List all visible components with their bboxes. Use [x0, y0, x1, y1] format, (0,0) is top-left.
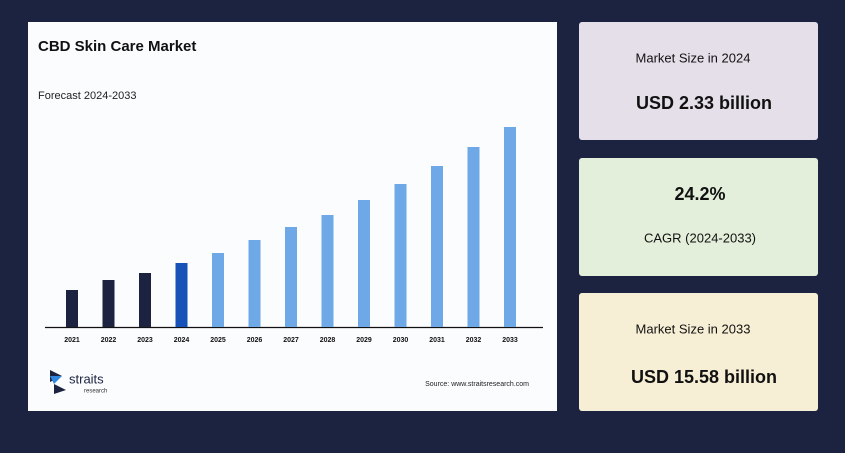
- x-tick-label: 2023: [137, 337, 153, 344]
- card: [579, 158, 818, 276]
- x-tick-label: 2029: [356, 337, 372, 344]
- logo-name: straits: [69, 371, 104, 386]
- bar: [431, 166, 443, 327]
- chart-subtitle: Forecast 2024-2033: [38, 90, 136, 102]
- x-tick-label: 2033: [502, 337, 518, 344]
- x-tick-label: 2032: [466, 337, 482, 344]
- card-label: CAGR (2024-2033): [644, 230, 756, 245]
- bar: [394, 184, 407, 327]
- bar: [285, 227, 297, 327]
- x-tick-label: 2027: [283, 337, 299, 344]
- card-label: Market Size in 2033: [636, 321, 751, 336]
- x-tick-label: 2028: [320, 337, 336, 344]
- x-tick-label: 2026: [247, 337, 263, 344]
- bar: [467, 147, 480, 327]
- card: [579, 293, 818, 411]
- x-tick-label: 2022: [101, 337, 117, 344]
- card-label: Market Size in 2024: [636, 50, 751, 65]
- bar: [175, 263, 188, 327]
- card-value: USD 2.33 billion: [636, 93, 772, 113]
- logo-tagline: research: [84, 389, 107, 395]
- bar: [321, 215, 334, 327]
- source: Source: www.straitsresearch.com: [425, 381, 529, 388]
- x-tick-label: 2025: [210, 337, 226, 344]
- bar: [102, 280, 115, 327]
- card-value: 24.2%: [674, 184, 725, 204]
- chart-title: CBD Skin Care Market: [38, 38, 196, 55]
- x-tick-label: 2031: [429, 337, 445, 344]
- bar: [248, 240, 261, 327]
- bar: [358, 200, 370, 327]
- logo-mark-accent: [50, 376, 62, 384]
- x-tick-label: 2030: [393, 337, 409, 344]
- x-tick-label: 2021: [64, 337, 80, 344]
- bar: [504, 127, 516, 327]
- bar: [139, 273, 151, 327]
- x-tick-label: 2024: [174, 337, 190, 344]
- bar: [212, 253, 224, 327]
- card-value: USD 15.58 billion: [631, 367, 777, 387]
- card: [579, 22, 818, 140]
- bar: [66, 290, 78, 327]
